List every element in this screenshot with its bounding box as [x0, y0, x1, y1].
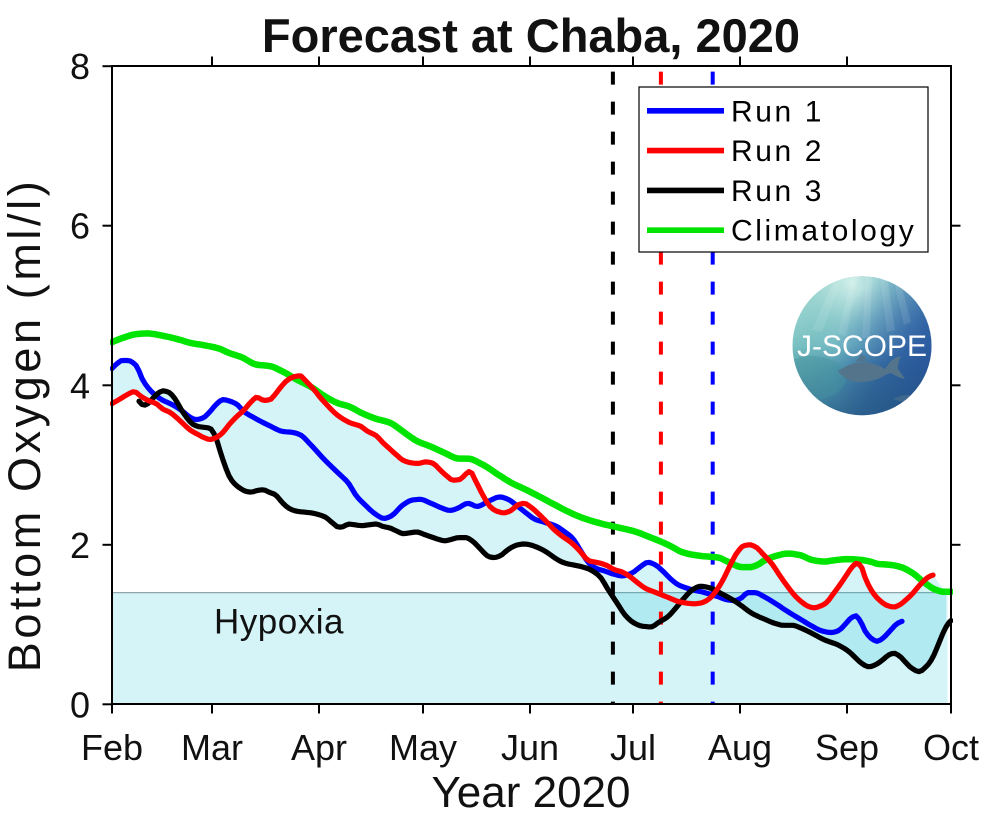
- svg-text:Forecast at Chaba, 2020: Forecast at Chaba, 2020: [262, 9, 800, 62]
- svg-text:Oct: Oct: [923, 727, 979, 768]
- svg-text:Run 3: Run 3: [731, 175, 824, 208]
- svg-text:8: 8: [70, 46, 90, 87]
- svg-text:4: 4: [70, 365, 90, 406]
- svg-text:Apr: Apr: [291, 727, 347, 768]
- svg-text:6: 6: [70, 206, 90, 247]
- svg-text:0: 0: [70, 684, 90, 725]
- svg-text:J-SCOPE: J-SCOPE: [797, 330, 927, 363]
- svg-text:May: May: [389, 727, 457, 768]
- svg-text:Aug: Aug: [708, 727, 772, 768]
- svg-text:2: 2: [70, 525, 90, 566]
- svg-text:Mar: Mar: [181, 727, 243, 768]
- svg-text:Run 1: Run 1: [731, 95, 824, 128]
- svg-text:Hypoxia: Hypoxia: [214, 603, 344, 642]
- svg-text:Bottom Oxygen (ml/l): Bottom Oxygen (ml/l): [0, 178, 50, 673]
- svg-text:Climatology: Climatology: [731, 215, 916, 248]
- svg-text:Run 2: Run 2: [731, 135, 824, 168]
- svg-text:Sep: Sep: [815, 727, 879, 768]
- svg-text:Jun: Jun: [501, 727, 559, 768]
- svg-text:Year 2020: Year 2020: [431, 768, 630, 817]
- svg-text:Jul: Jul: [610, 727, 656, 768]
- svg-text:Feb: Feb: [81, 727, 143, 768]
